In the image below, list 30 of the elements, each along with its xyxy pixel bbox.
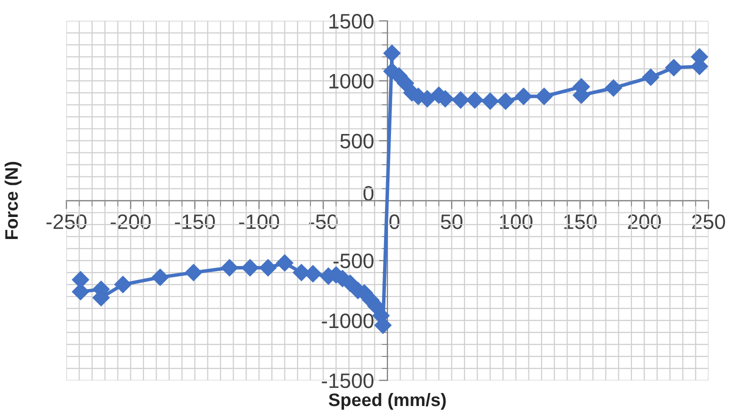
point (184, 264, 202, 282)
x-tick-label: 250 (692, 214, 726, 230)
y-axis-title: Force (N) (4, 162, 22, 240)
point (497, 92, 514, 110)
point (515, 88, 532, 105)
point (383, 44, 400, 62)
point (482, 92, 499, 110)
y-tick-label: 1500 (330, 14, 374, 29)
y-tick-label: 500 (340, 134, 374, 148)
point (452, 91, 470, 109)
point (665, 59, 682, 76)
point (259, 259, 277, 276)
point (604, 79, 622, 97)
point (152, 268, 169, 286)
y-tick-label: 0 (363, 186, 374, 201)
point (220, 259, 238, 276)
point (276, 254, 294, 272)
point (241, 259, 259, 276)
x-axis-title: Speed (mm/s) (328, 392, 446, 410)
point (396, 74, 414, 92)
point (114, 276, 132, 294)
y-tick-label: -1500 (322, 373, 374, 388)
y-tick-label: -500 (333, 254, 374, 268)
point (642, 68, 660, 86)
point (466, 91, 484, 109)
y-tick-label: 1000 (330, 74, 374, 89)
x-tick-label: -250 (46, 214, 86, 230)
y-tick-label: -1000 (322, 313, 374, 328)
x-tick-label: 50 (440, 214, 462, 230)
point (536, 88, 553, 105)
